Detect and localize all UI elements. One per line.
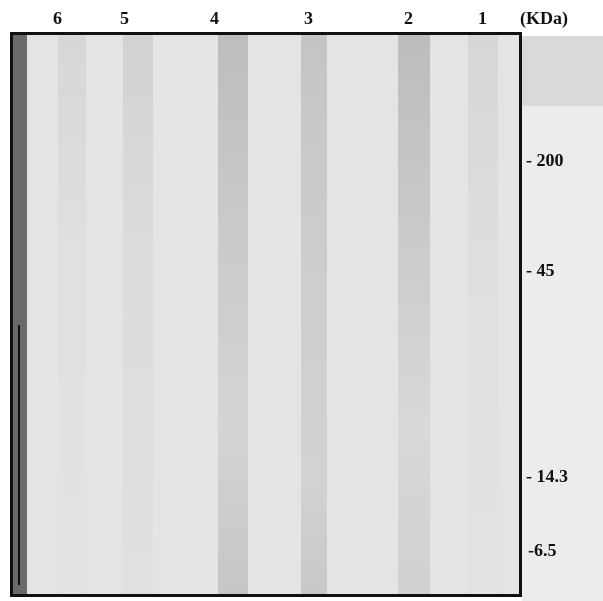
gel-edge bbox=[13, 35, 27, 594]
lane-band bbox=[301, 35, 327, 594]
background-shade bbox=[522, 106, 603, 601]
lane-band bbox=[123, 35, 153, 594]
marker-label: - 45 bbox=[526, 260, 555, 281]
lane-band bbox=[58, 35, 86, 594]
lane-label: 3 bbox=[304, 8, 313, 29]
lane-label: 4 bbox=[210, 8, 219, 29]
lane-label: 5 bbox=[120, 8, 129, 29]
lane-band bbox=[468, 35, 498, 594]
marker-label: -6.5 bbox=[528, 540, 557, 561]
lane-label: 1 bbox=[478, 8, 487, 29]
lane-band bbox=[398, 35, 430, 594]
lane-band bbox=[218, 35, 248, 594]
background-shade bbox=[522, 36, 603, 106]
gel-mark bbox=[18, 325, 20, 585]
unit-label: (KDa) bbox=[520, 8, 568, 29]
lane-label: 6 bbox=[53, 8, 62, 29]
lane-label: 2 bbox=[404, 8, 413, 29]
gel bbox=[10, 32, 522, 597]
marker-label: - 14.3 bbox=[526, 466, 568, 487]
marker-label: - 200 bbox=[526, 150, 564, 171]
page: 6 5 4 3 2 1 (KDa) - 200 - 45 - 14.3 -6.5… bbox=[0, 0, 603, 601]
